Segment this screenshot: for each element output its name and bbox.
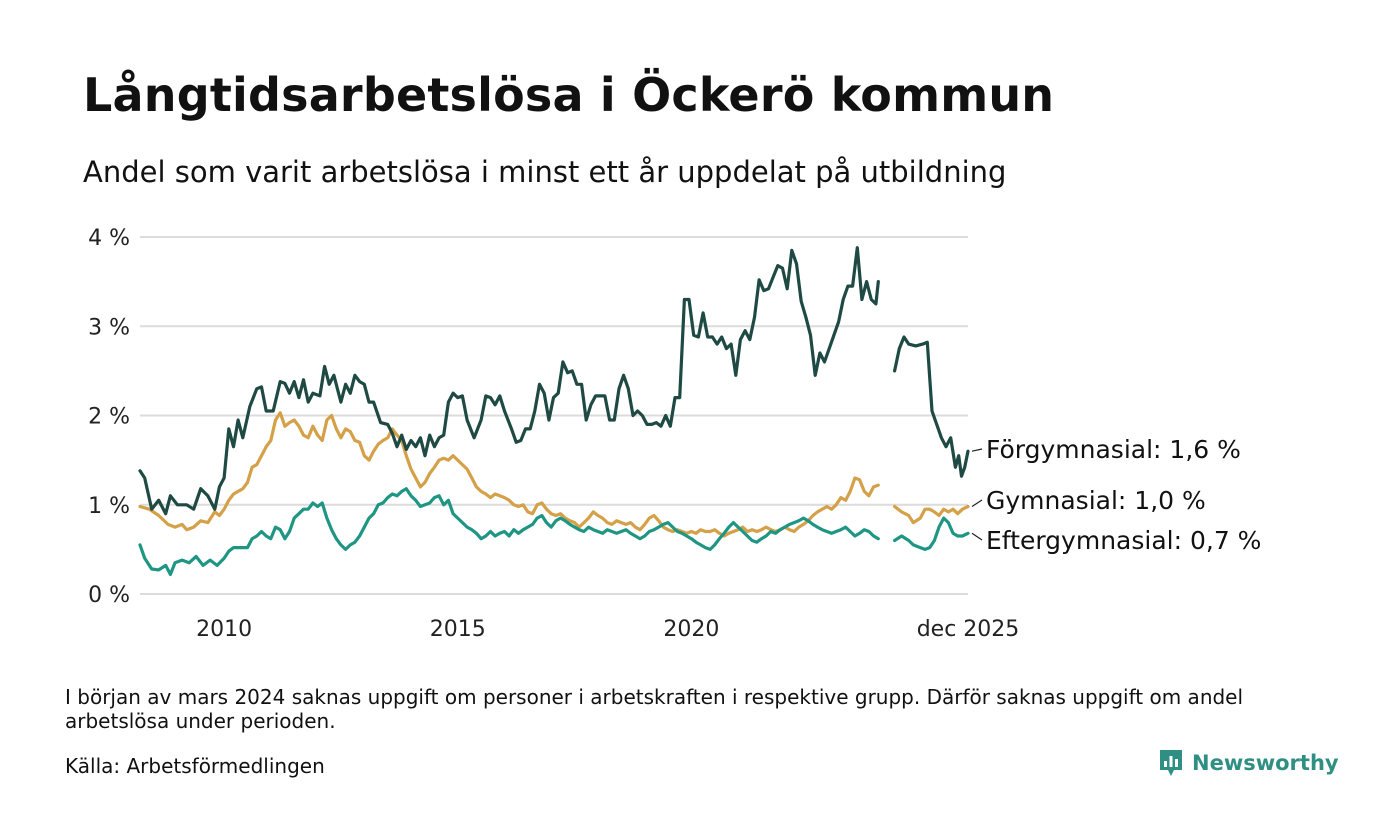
series-line-gymnasial-after-gap	[893, 504, 970, 525]
chart-title: Långtidsarbetslösa i Öckerö kommun	[83, 68, 1055, 122]
x-tick-label: dec 2025	[917, 617, 1020, 642]
y-tick-label: 2 %	[88, 405, 130, 430]
y-tick-label: 3 %	[88, 315, 130, 340]
y-tick-label: 1 %	[88, 494, 130, 519]
line-chart: 0 % 1 % 2 % 3 % 4 % 2010 2015 2020 dec 2025 För…	[88, 226, 1261, 642]
x-tick-label: 2015	[430, 617, 486, 642]
series-line-eftergymnasial	[138, 487, 880, 576]
leader-line-eftergymnasial	[971, 532, 983, 541]
series-line-gymnasial	[138, 411, 880, 538]
end-label-eftergymnasial: Eftergymnasial: 0,7 %	[986, 526, 1261, 555]
leader-line-forgymnasial	[971, 448, 983, 452]
series-line-forgymnasial-after-gap	[893, 335, 970, 478]
bar-chart-logo-icon	[1160, 750, 1182, 776]
brand-logo: Newsworthy	[1158, 748, 1339, 778]
brand-name: Newsworthy	[1192, 751, 1339, 775]
leader-line-gymnasial	[971, 499, 983, 508]
series-line-eftergymnasial-after-gap	[893, 516, 970, 551]
chart-subtitle: Andel som varit arbetslösa i minst ett å…	[83, 155, 1007, 189]
x-tick-label: 2020	[663, 617, 719, 642]
end-label-forgymnasial: Förgymnasial: 1,6 %	[986, 435, 1241, 464]
footnote: I början av mars 2024 saknas uppgift om …	[65, 685, 1244, 733]
source-text: Källa: Arbetsförmedlingen	[65, 754, 325, 778]
x-tick-label: 2010	[196, 617, 252, 642]
end-label-gymnasial: Gymnasial: 1,0 %	[986, 486, 1206, 515]
y-tick-label: 4 %	[88, 226, 130, 251]
series-line-forgymnasial	[138, 246, 880, 516]
y-tick-label: 0 %	[88, 583, 130, 608]
